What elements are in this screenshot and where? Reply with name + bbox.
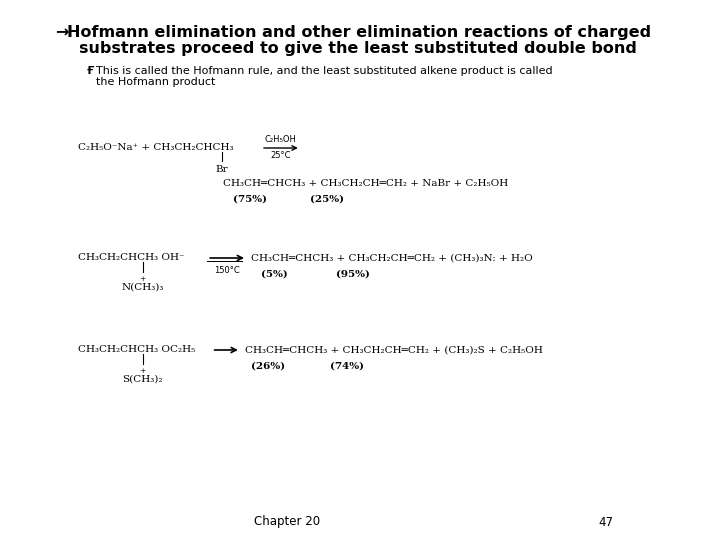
Text: This is called the Hofmann rule, and the least substituted alkene product is cal: This is called the Hofmann rule, and the… [96,66,553,76]
Text: 47: 47 [598,516,613,529]
Text: (26%): (26%) [251,362,285,371]
Text: S(CH₃)₂: S(CH₃)₂ [122,375,163,384]
Text: Hofmann elimination and other elimination reactions of charged: Hofmann elimination and other eliminatio… [67,25,651,40]
Text: (5%): (5%) [261,270,288,279]
Text: +: + [140,275,146,283]
Text: CH₃CH₂CHCH₃ OC₂H₅: CH₃CH₂CHCH₃ OC₂H₅ [78,346,195,354]
Text: +: + [140,367,146,375]
Text: CH₃CH═CHCH₃ + CH₃CH₂CH═CH₂ + NaBr + C₂H₅OH: CH₃CH═CHCH₃ + CH₃CH₂CH═CH₂ + NaBr + C₂H₅… [223,179,508,188]
Text: Ғ: Ғ [86,66,94,76]
Text: →: → [55,25,68,40]
Text: C₂H₅OH: C₂H₅OH [265,136,297,145]
Text: the Hofmann product: the Hofmann product [96,77,215,87]
Text: CH₃CH═CHCH₃ + CH₃CH₂CH═CH₂ + (CH₃)₂S + C₂H₅OH: CH₃CH═CHCH₃ + CH₃CH₂CH═CH₂ + (CH₃)₂S + C… [246,346,543,354]
Text: Chapter 20: Chapter 20 [254,516,320,529]
Text: substrates proceed to give the least substituted double bond: substrates proceed to give the least sub… [79,42,637,57]
Text: N(CH₃)₃: N(CH₃)₃ [122,283,164,292]
Text: 150°C: 150°C [215,266,240,275]
Text: CH₃CH═CHCH₃ + CH₃CH₂CH═CH₂ + (CH₃)₃N: + H₂O: CH₃CH═CHCH₃ + CH₃CH₂CH═CH₂ + (CH₃)₃N: + … [251,253,533,262]
Text: (95%): (95%) [336,270,369,279]
Text: 25°C: 25°C [271,152,291,160]
Text: (74%): (74%) [330,362,364,371]
Text: Br: Br [216,165,228,174]
Text: (75%): (75%) [233,195,266,204]
Text: C₂H₅O⁻Na⁺ + CH₃CH₂CHCH₃: C₂H₅O⁻Na⁺ + CH₃CH₂CHCH₃ [78,144,233,152]
Text: CH₃CH₂CHCH₃ OH⁻: CH₃CH₂CHCH₃ OH⁻ [78,253,184,262]
Text: (25%): (25%) [310,195,344,204]
